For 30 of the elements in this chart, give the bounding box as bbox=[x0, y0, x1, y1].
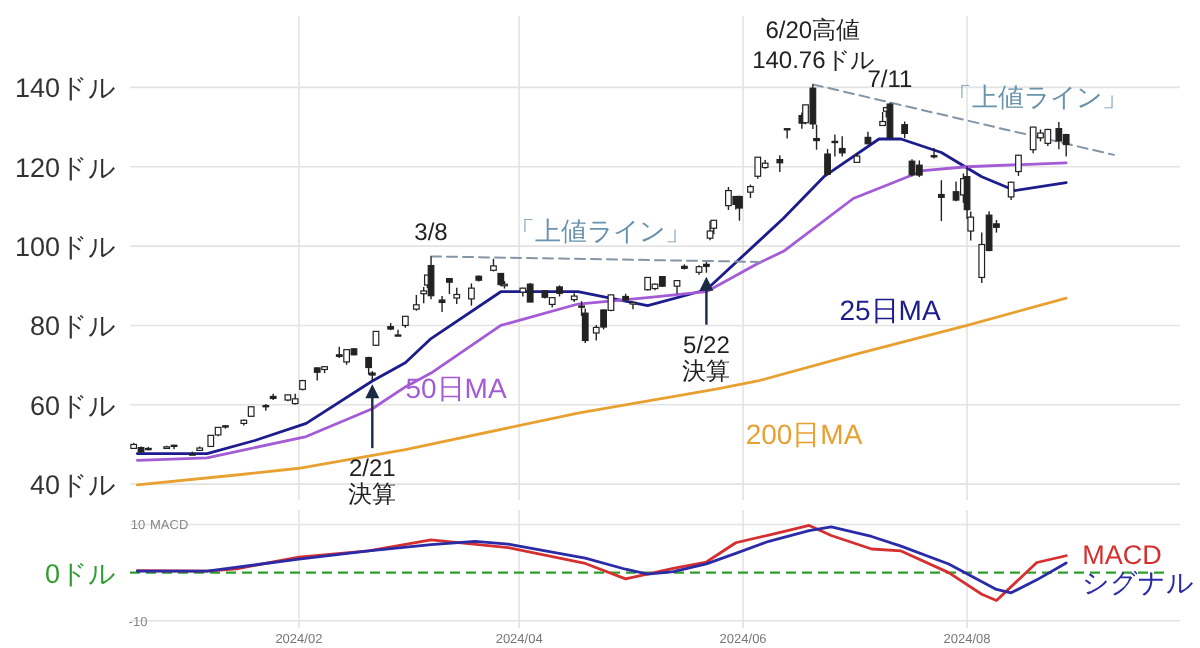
y-tick-label: 40ドル bbox=[29, 470, 116, 501]
series-label: MACD bbox=[1082, 540, 1163, 570]
candlestick bbox=[1029, 126, 1037, 154]
candlestick bbox=[776, 154, 784, 173]
candlestick bbox=[725, 186, 732, 211]
candlestick bbox=[783, 127, 791, 140]
annotation: 2/21 決算 bbox=[348, 454, 397, 509]
candlestick bbox=[468, 282, 475, 307]
ref-line-label: 0ドル bbox=[44, 558, 116, 589]
candlestick bbox=[438, 295, 446, 313]
text: 25日MA bbox=[839, 294, 942, 326]
candlestick bbox=[1055, 121, 1063, 150]
y-tick-label: 140ドル bbox=[14, 73, 116, 104]
y-tick-label: 100ドル bbox=[14, 232, 116, 263]
candlestick bbox=[937, 179, 945, 222]
annotation: 「上値ライン」 bbox=[508, 216, 691, 247]
annotation: 5/22 決算 bbox=[682, 330, 731, 385]
candlestick bbox=[394, 329, 402, 337]
candlestick bbox=[581, 307, 589, 344]
candlestick bbox=[838, 135, 846, 158]
y-tick-label: 80ドル bbox=[29, 311, 116, 342]
series-label: 200日MA bbox=[745, 418, 864, 450]
annotation: 「上値ライン」 bbox=[945, 81, 1128, 112]
candlestick bbox=[526, 282, 534, 303]
candlestick bbox=[262, 403, 270, 412]
series-label: シグナル bbox=[1082, 568, 1195, 598]
y-tick-label: 60ドル bbox=[29, 390, 116, 421]
y-tick-label: 120ドル bbox=[14, 152, 116, 183]
annotation: 3/8 bbox=[414, 218, 449, 247]
candlestick bbox=[754, 156, 762, 180]
